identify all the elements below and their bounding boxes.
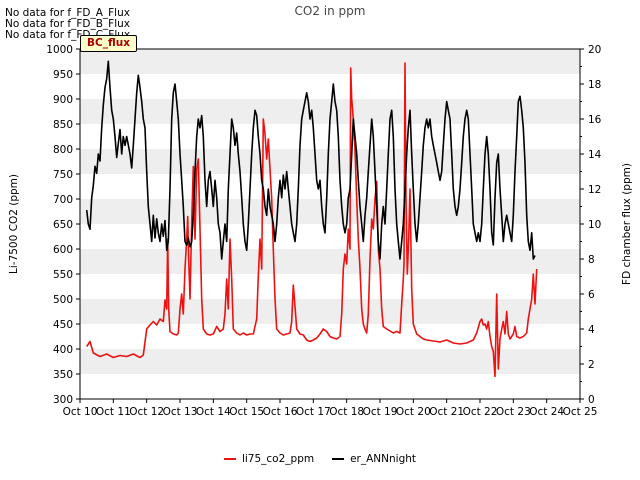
series-line-er_ANNnight xyxy=(85,60,536,260)
x-tick-label: Oct 11 xyxy=(96,406,131,418)
x-tick-label: Oct 17 xyxy=(296,406,331,418)
no-data-message-c: No data for f_FD_C_Flux xyxy=(5,29,131,41)
x-tick-label: Oct 13 xyxy=(163,406,198,418)
y-right-tick-label: 14 xyxy=(588,149,602,161)
y-left-tick-label: 650 xyxy=(53,219,73,231)
x-tick-label: Oct 15 xyxy=(229,406,264,418)
x-tick-label: Oct 14 xyxy=(196,406,231,418)
x-tick-label: Oct 24 xyxy=(529,406,564,418)
grid-band xyxy=(80,299,580,324)
legend-label-li75: li75_co2_ppm xyxy=(241,453,315,465)
y-axis-right-label: FD chamber flux (ppm) xyxy=(621,163,633,285)
legend-swatch-ann xyxy=(332,458,345,460)
x-tick-label: Oct 19 xyxy=(363,406,398,418)
legend-item-li75[interactable]: li75_co2_ppm xyxy=(223,453,315,465)
y-right-tick-label: 6 xyxy=(588,289,595,301)
y-left-tick-label: 1000 xyxy=(46,44,73,56)
bc-flux-badge: BC_flux xyxy=(80,35,137,52)
y-right-tick-label: 20 xyxy=(588,44,601,56)
x-tick-label: Oct 10 xyxy=(63,406,98,418)
legend-item-ann[interactable]: er_ANNnight xyxy=(332,453,416,465)
y-right-tick-label: 10 xyxy=(588,219,601,231)
x-tick-label: Oct 12 xyxy=(129,406,164,418)
grid-band xyxy=(80,49,580,74)
chart-title: CO2 in ppm xyxy=(295,4,366,18)
grid-band xyxy=(80,249,580,274)
series-line-li75_co2_ppm xyxy=(86,62,538,378)
y-left-tick-label: 300 xyxy=(53,394,73,406)
legend: li75_co2_ppm er_ANNnight xyxy=(0,453,640,465)
x-tick-label: Oct 25 xyxy=(563,406,598,418)
x-tick-label: Oct 23 xyxy=(496,406,531,418)
y-right-tick-label: 16 xyxy=(588,114,602,126)
y-left-tick-label: 700 xyxy=(53,194,73,206)
y-right-tick-label: 0 xyxy=(588,394,595,406)
legend-swatch-li75 xyxy=(223,458,236,460)
x-tick-label: Oct 21 xyxy=(429,406,464,418)
x-tick-label: Oct 20 xyxy=(396,406,431,418)
y-left-tick-label: 900 xyxy=(53,94,73,106)
y-left-tick-label: 550 xyxy=(53,269,73,281)
y-left-tick-label: 500 xyxy=(53,294,73,306)
grid-band xyxy=(80,149,580,174)
x-tick-label: Oct 18 xyxy=(329,406,364,418)
grid-band xyxy=(80,199,580,224)
grid-band xyxy=(80,349,580,374)
series-layer xyxy=(85,60,538,378)
x-tick-label: Oct 16 xyxy=(263,406,298,418)
y-left-tick-label: 350 xyxy=(53,369,73,381)
y-right-tick-label: 18 xyxy=(588,79,601,91)
legend-label-ann: er_ANNnight xyxy=(350,453,417,465)
no-data-message-a: No data for f_FD_A_Flux xyxy=(5,7,130,19)
y-left-tick-label: 950 xyxy=(53,69,73,81)
y-left-tick-label: 400 xyxy=(53,344,73,356)
x-tick-label: Oct 22 xyxy=(463,406,498,418)
grid-bands xyxy=(80,49,580,399)
y-left-tick-label: 600 xyxy=(53,244,73,256)
y-right-tick-label: 12 xyxy=(588,184,601,196)
y-right-tick-label: 8 xyxy=(588,254,595,266)
y-right-tick-label: 2 xyxy=(588,359,595,371)
y-left-tick-label: 450 xyxy=(53,319,73,331)
y-left-tick-label: 750 xyxy=(53,169,73,181)
y-right-tick-label: 4 xyxy=(588,324,595,336)
y-axis-left-label: Li-7500 CO2 (ppm) xyxy=(8,174,20,274)
y-left-tick-label: 800 xyxy=(53,144,73,156)
no-data-message-b: No data for f_FD_B_Flux xyxy=(5,18,130,30)
y-left-tick-label: 850 xyxy=(53,119,73,131)
